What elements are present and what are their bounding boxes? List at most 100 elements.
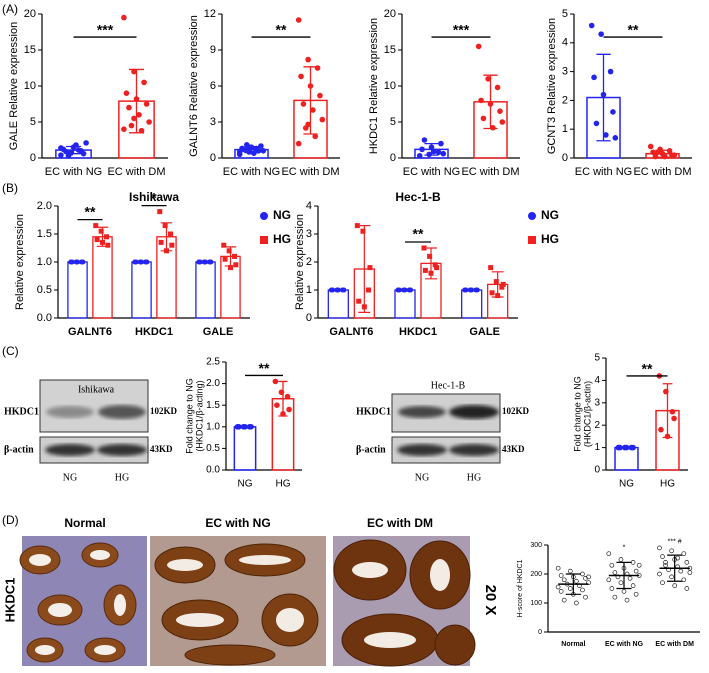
blot-band: [449, 405, 499, 419]
y-axis-label: Relative expression: [294, 214, 306, 310]
error-bar: [358, 225, 371, 313]
y-tick-label: 1.5: [37, 228, 52, 240]
data-point: [593, 120, 600, 127]
data-point: [684, 586, 690, 591]
significance: *: [151, 189, 157, 205]
data-point: [421, 137, 428, 143]
data-point: [367, 265, 373, 271]
y-tick-label: 5: [30, 116, 36, 128]
data-point: [434, 265, 440, 271]
data-point: [493, 279, 499, 285]
data-point: [485, 76, 491, 82]
data-point: [636, 562, 642, 568]
data-point: [427, 253, 433, 259]
data-point: [168, 231, 174, 237]
data-point: [555, 584, 561, 590]
data-point: [499, 119, 506, 125]
y-tick-label: 4: [306, 200, 312, 212]
data-point: [274, 402, 280, 409]
data-point: [672, 583, 678, 588]
data-point: [319, 116, 326, 123]
x-tick-label: EC with NG: [403, 166, 460, 178]
data-point: [162, 223, 168, 229]
data-point: [675, 555, 681, 561]
y-axis-label: GALE Relative expression: [8, 22, 20, 150]
panel-label: (D): [2, 513, 19, 527]
blot-row-label: β-actin: [4, 444, 34, 455]
data-point: [612, 594, 618, 600]
data-point: [208, 259, 214, 265]
data-point: [158, 239, 164, 245]
significance: **: [413, 226, 424, 242]
blot-size: 102KD: [502, 406, 530, 416]
data-point: [232, 253, 238, 259]
data-point: [222, 256, 228, 262]
bar: [131, 261, 152, 319]
chart-title: Ishikawa: [129, 190, 179, 204]
data-point: [588, 22, 595, 29]
data-point: [478, 97, 484, 104]
legend-marker: [260, 236, 268, 244]
data-point: [664, 433, 671, 440]
data-point: [93, 223, 99, 229]
data-point: [609, 586, 615, 591]
significance: **: [642, 361, 653, 377]
error-bar: [667, 554, 683, 582]
y-tick-label: 100: [530, 600, 542, 607]
legend-label: NG: [273, 208, 291, 222]
x-tick-label: NG: [619, 479, 634, 490]
data-point: [227, 265, 233, 271]
y-tick-label: 0: [538, 629, 542, 636]
data-point: [474, 287, 480, 293]
data-point: [416, 153, 423, 159]
data-point: [80, 259, 86, 265]
data-point: [428, 270, 434, 276]
legend-label: HG: [541, 232, 559, 246]
data-point: [580, 587, 585, 593]
data-point: [660, 554, 665, 559]
legend-marker: [260, 212, 268, 220]
data-point: [141, 79, 147, 86]
data-point: [203, 259, 209, 265]
data-point: [555, 565, 561, 571]
y-tick-label: 2.5: [206, 357, 220, 368]
data-point: [497, 108, 503, 114]
data-point: [251, 150, 257, 156]
data-point: [157, 209, 163, 215]
data-point: [300, 101, 307, 107]
data-point: [133, 259, 139, 265]
panel-label: (B): [2, 181, 18, 195]
y-tick-label: 2.0: [206, 378, 220, 389]
data-point: [314, 65, 321, 71]
data-point: [341, 287, 347, 293]
y-tick-label: 0: [30, 152, 36, 164]
y-tick-label: 0: [210, 152, 216, 164]
y-axis-label: GCNT3 Relative expression: [546, 18, 558, 154]
data-point: [163, 248, 169, 254]
data-point: [426, 151, 432, 158]
y-tick-label: 200: [530, 571, 542, 578]
data-point: [295, 17, 302, 23]
data-point: [421, 245, 427, 251]
error-bar: [616, 561, 632, 590]
y-tick-label: 0: [390, 152, 396, 164]
data-point: [663, 562, 668, 568]
panel-label: (A): [2, 2, 18, 16]
bar: [461, 289, 483, 319]
chart-title: Hec-1-B: [395, 190, 441, 204]
blot-row-label: HKDC1: [356, 406, 391, 417]
data-point: [567, 568, 573, 574]
data-point: [307, 83, 314, 89]
data-point: [666, 148, 673, 154]
data-point: [606, 551, 612, 557]
data-point: [312, 133, 319, 140]
data-point: [83, 140, 89, 146]
y-tick-label: 15: [24, 44, 36, 56]
data-point: [408, 287, 414, 293]
x-tick-label: EC with NG: [575, 166, 632, 178]
y-tick-label: 15: [384, 44, 396, 56]
data-point: [630, 583, 636, 588]
y-axis-label: Fold change to NG: [572, 376, 582, 452]
data-point: [63, 148, 69, 155]
